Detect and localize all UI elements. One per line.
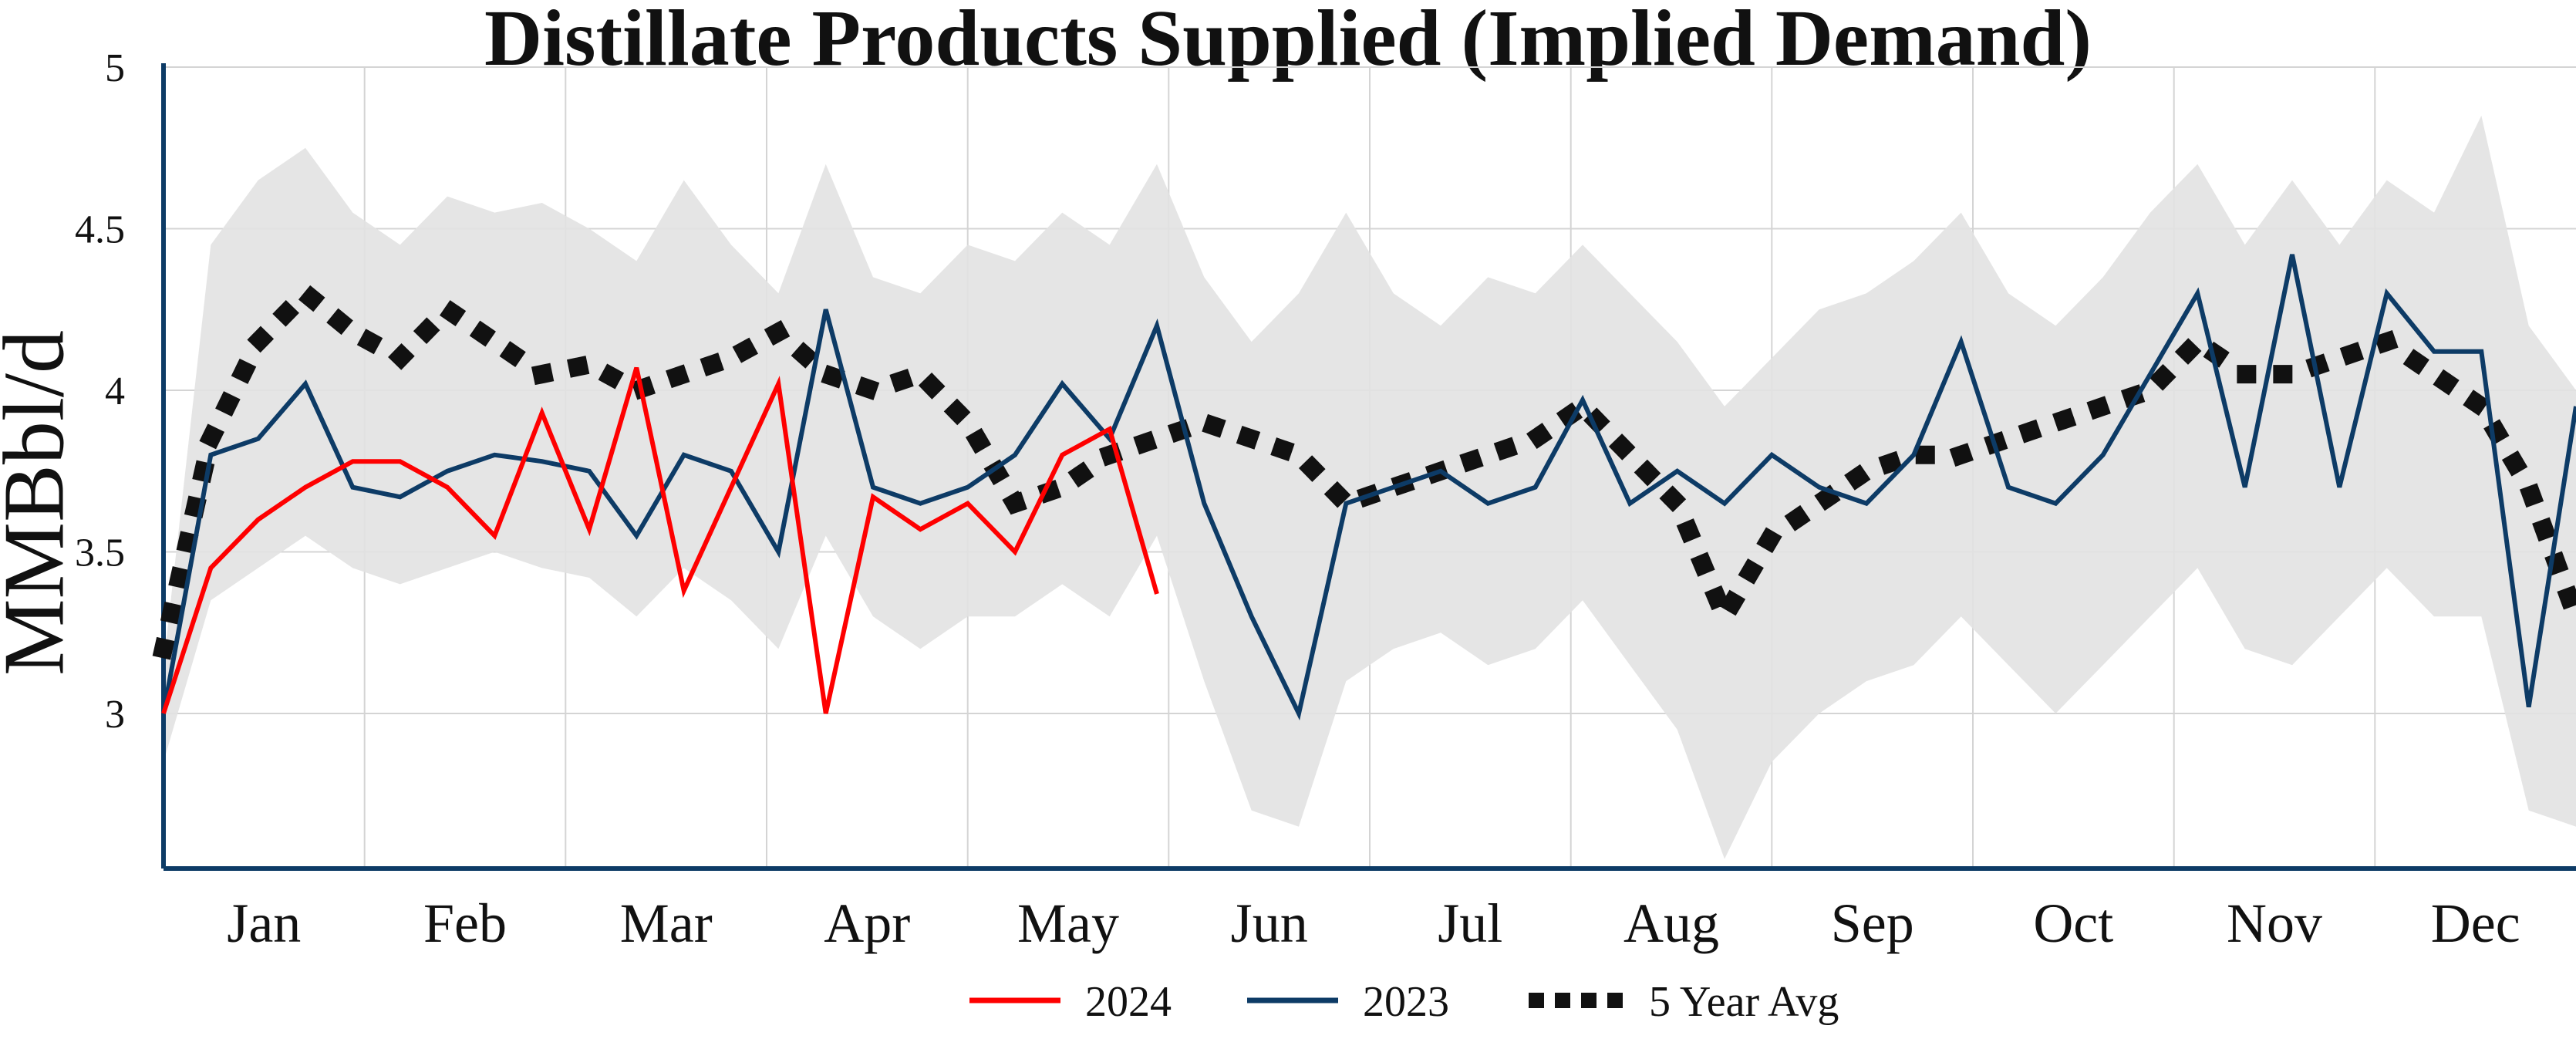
svg-text:Jul: Jul xyxy=(1438,892,1502,954)
svg-text:4: 4 xyxy=(105,369,125,413)
svg-text:Jun: Jun xyxy=(1231,892,1308,954)
svg-text:Apr: Apr xyxy=(824,892,910,954)
svg-text:4.5: 4.5 xyxy=(75,208,125,252)
svg-text:5: 5 xyxy=(105,46,125,90)
svg-text:Jan: Jan xyxy=(227,892,301,954)
svg-text:Aug: Aug xyxy=(1623,892,1719,954)
svg-text:Nov: Nov xyxy=(2227,892,2322,954)
svg-text:5 Year Avg: 5 Year Avg xyxy=(1649,978,1839,1026)
svg-text:2024: 2024 xyxy=(1085,978,1172,1026)
svg-text:Dec: Dec xyxy=(2431,892,2520,954)
svg-text:Sep: Sep xyxy=(1831,892,1914,954)
svg-text:2023: 2023 xyxy=(1363,978,1449,1026)
svg-text:Feb: Feb xyxy=(423,892,507,954)
svg-text:May: May xyxy=(1017,892,1119,954)
svg-text:Mar: Mar xyxy=(620,892,713,954)
svg-text:3: 3 xyxy=(105,693,125,737)
svg-text:Oct: Oct xyxy=(2033,892,2113,954)
svg-text:3.5: 3.5 xyxy=(75,531,125,575)
